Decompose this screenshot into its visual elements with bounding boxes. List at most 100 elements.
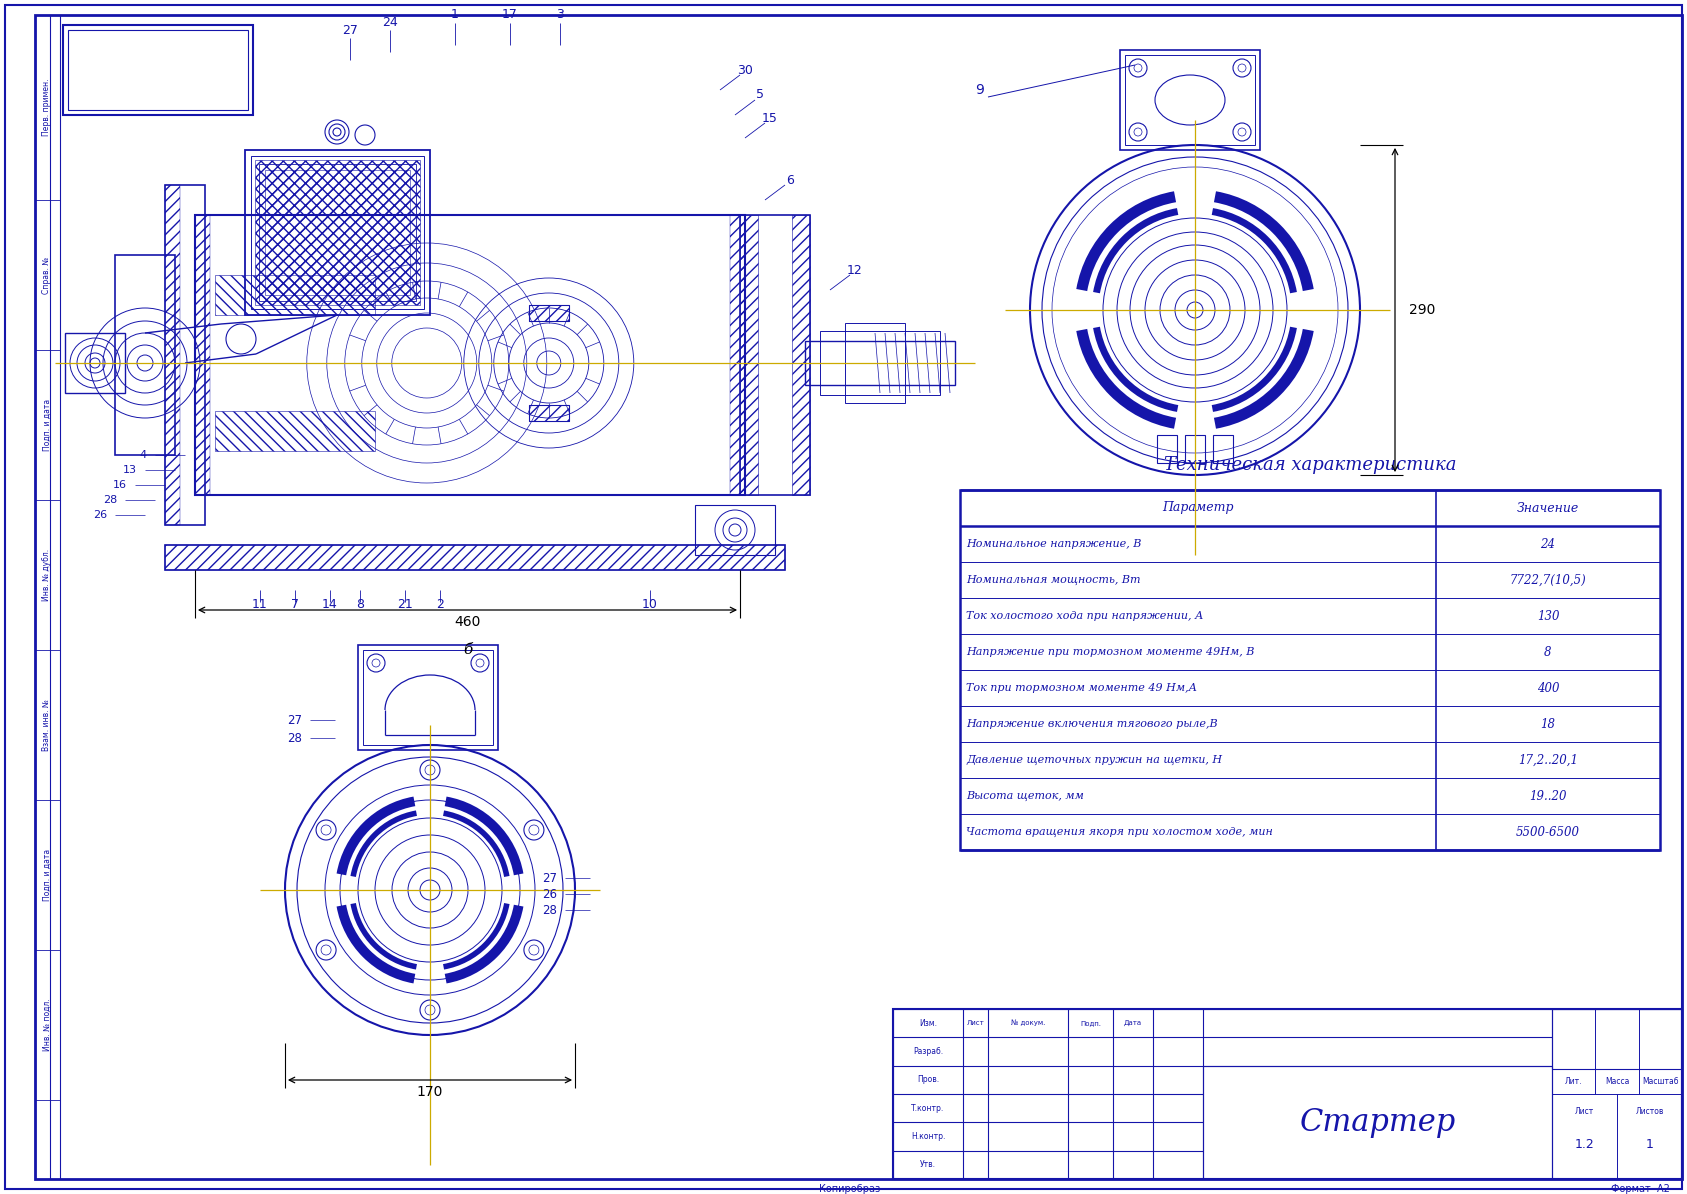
- Text: 27: 27: [342, 24, 358, 37]
- Bar: [214, 411, 375, 451]
- Bar: [196, 215, 746, 496]
- Text: 3: 3: [557, 8, 563, 21]
- Bar: [845, 324, 904, 404]
- Text: 26: 26: [542, 887, 557, 900]
- Text: Напряжение при тормозном моменте 49Нм, В: Напряжение при тормозном моменте 49Нм, В: [967, 647, 1255, 657]
- Text: 5500-6500: 5500-6500: [1517, 825, 1581, 838]
- Text: 11: 11: [251, 597, 268, 610]
- Text: Перв. примен.: Перв. примен.: [42, 79, 52, 136]
- Bar: [245, 150, 430, 315]
- Text: 26: 26: [93, 510, 106, 521]
- Text: 8: 8: [356, 597, 364, 610]
- Text: Лист: Лист: [967, 1020, 985, 1026]
- Bar: [251, 156, 423, 309]
- Text: Справ. №: Справ. №: [42, 257, 52, 294]
- Text: Инв. № дубл.: Инв. № дубл.: [42, 549, 52, 601]
- Text: Пров.: Пров.: [918, 1076, 940, 1084]
- Bar: [528, 405, 569, 421]
- Text: 13: 13: [123, 464, 137, 475]
- Bar: [741, 215, 757, 496]
- Text: Т.контр.: Т.контр.: [911, 1103, 945, 1113]
- Text: Техническая характеристика: Техническая характеристика: [1164, 456, 1456, 474]
- Text: Подп. и дата: Подп. и дата: [42, 399, 52, 451]
- Text: 1: 1: [450, 8, 459, 21]
- Text: Формат  А2: Формат А2: [1611, 1184, 1670, 1194]
- Text: 10: 10: [643, 597, 658, 610]
- Text: 27: 27: [542, 872, 557, 885]
- Text: Лист: Лист: [1576, 1107, 1594, 1115]
- Text: 9: 9: [975, 84, 985, 97]
- Bar: [255, 160, 420, 304]
- Text: 18: 18: [1540, 718, 1555, 731]
- Bar: [1552, 1009, 1682, 1178]
- Text: Н.контр.: Н.контр.: [911, 1132, 945, 1141]
- Text: 170: 170: [417, 1085, 444, 1098]
- Text: 1.2: 1.2: [1574, 1139, 1594, 1151]
- Text: Ток при тормозном моменте 49 Нм,А: Ток при тормозном моменте 49 Нм,А: [967, 683, 1198, 693]
- Text: 24: 24: [383, 16, 398, 29]
- Text: 7722,7(10,5): 7722,7(10,5): [1510, 573, 1586, 586]
- Bar: [67, 30, 248, 110]
- Text: 7: 7: [290, 597, 299, 610]
- Text: 6: 6: [786, 173, 795, 186]
- Bar: [960, 490, 1660, 850]
- Bar: [115, 256, 175, 455]
- Text: 16: 16: [113, 480, 127, 490]
- Text: Частота вращения якоря при холостом ходе, мин: Частота вращения якоря при холостом ходе…: [967, 827, 1274, 837]
- Text: 400: 400: [1537, 682, 1559, 695]
- Bar: [805, 341, 955, 384]
- Text: Утв.: Утв.: [919, 1161, 936, 1169]
- Text: Давление щеточных пружин на щетки, Н: Давление щеточных пружин на щетки, Н: [967, 755, 1221, 765]
- Bar: [1125, 55, 1255, 144]
- Text: 17: 17: [503, 8, 518, 21]
- Text: 24: 24: [1540, 537, 1555, 550]
- Text: 5: 5: [756, 88, 764, 101]
- Bar: [1213, 435, 1233, 463]
- Text: 8: 8: [1544, 646, 1552, 659]
- Text: Лит.: Лит.: [1566, 1077, 1582, 1085]
- Text: Стартер: Стартер: [1299, 1107, 1456, 1138]
- Bar: [741, 215, 810, 496]
- Text: Листов: Листов: [1635, 1107, 1663, 1115]
- Bar: [363, 650, 493, 745]
- Bar: [214, 275, 375, 315]
- Text: 27: 27: [287, 714, 302, 726]
- Bar: [528, 405, 569, 421]
- Text: 30: 30: [737, 63, 752, 76]
- Bar: [66, 333, 125, 393]
- Text: 460: 460: [454, 615, 481, 629]
- Bar: [165, 185, 181, 525]
- Bar: [196, 215, 209, 496]
- Bar: [1203, 1066, 1552, 1178]
- Text: Масштаб: Масштаб: [1641, 1077, 1679, 1085]
- Text: Инв. № подл.: Инв. № подл.: [42, 998, 52, 1051]
- Bar: [62, 25, 253, 115]
- Text: 28: 28: [542, 904, 557, 917]
- Text: Высота щеток, мм: Высота щеток, мм: [967, 790, 1083, 801]
- Text: 19..20: 19..20: [1528, 789, 1567, 802]
- Text: 28: 28: [103, 496, 116, 505]
- Bar: [265, 170, 410, 295]
- Text: 12: 12: [847, 264, 862, 277]
- Text: Номинальное напряжение, В: Номинальное напряжение, В: [967, 538, 1142, 549]
- Text: Ток холостого хода при напряжении, А: Ток холостого хода при напряжении, А: [967, 611, 1203, 621]
- Text: 4: 4: [140, 450, 147, 460]
- Text: 15: 15: [763, 111, 778, 124]
- Text: Подп.: Подп.: [1080, 1020, 1102, 1026]
- Bar: [165, 544, 784, 570]
- Text: Разраб.: Разраб.: [913, 1047, 943, 1055]
- Text: Номинальная мощность, Вт: Номинальная мощность, Вт: [967, 574, 1140, 585]
- Text: 14: 14: [322, 597, 337, 610]
- Text: Параметр: Параметр: [1162, 501, 1233, 515]
- Bar: [260, 164, 417, 301]
- Text: Дата: Дата: [1124, 1020, 1142, 1026]
- Text: № докум.: № докум.: [1011, 1020, 1046, 1027]
- Text: 2: 2: [435, 597, 444, 610]
- Text: Масса: Масса: [1604, 1077, 1630, 1085]
- Text: 17,2..20,1: 17,2..20,1: [1518, 753, 1577, 767]
- Bar: [528, 304, 569, 321]
- Bar: [358, 645, 498, 750]
- Bar: [820, 331, 940, 395]
- Bar: [1120, 50, 1260, 150]
- Bar: [165, 185, 206, 525]
